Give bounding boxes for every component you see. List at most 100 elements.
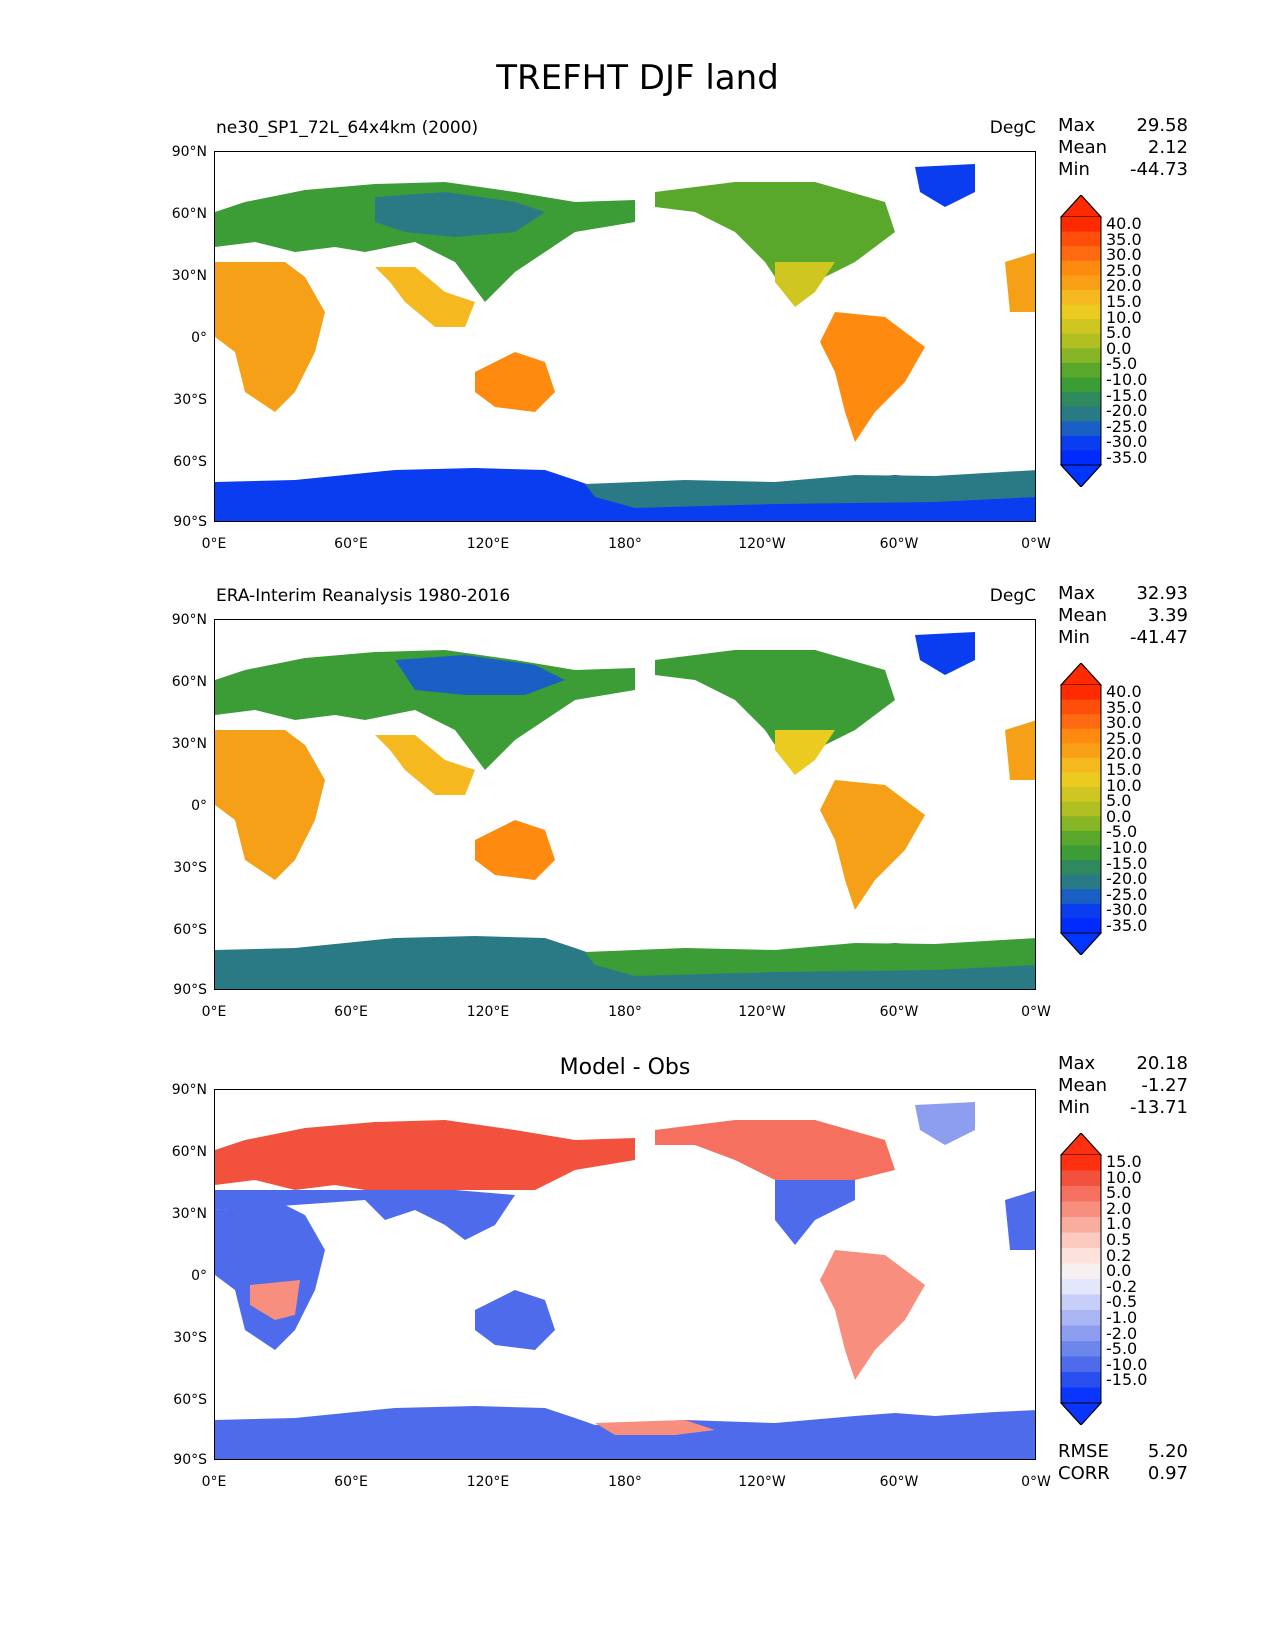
lon-tick: 60°W <box>879 1474 919 1490</box>
colorbar-segment <box>1061 685 1101 701</box>
na-south <box>775 262 835 307</box>
asia-south <box>215 1190 515 1240</box>
colorbar-labels: 15.0 10.0 5.0 2.0 1.0 0.5 0.2 0.0 -0.2 -0.5 -1.0 -2… <box>1106 1154 1147 1388</box>
lat-tick: 0° <box>191 1268 207 1284</box>
colorbar-tick-label: -30.0 <box>1106 900 1148 920</box>
map-svg <box>215 632 1035 989</box>
colorbar-tick-label: -5.0 <box>1106 1339 1138 1359</box>
lat-tick: 90°S <box>173 982 207 998</box>
colorbar-segment <box>1061 217 1101 233</box>
colorbar-segment <box>1061 246 1101 262</box>
lat-tick: 0° <box>191 798 207 814</box>
stat-label: Min <box>1058 1097 1090 1118</box>
stat-label: CORR <box>1058 1463 1110 1484</box>
colorbar-segment <box>1061 1232 1101 1249</box>
colorbar-tick-label: 10.0 <box>1106 775 1142 795</box>
lat-tick: 30°S <box>173 392 207 408</box>
colorbar-tick-label: -35.0 <box>1106 447 1148 467</box>
colorbar-extend-high <box>1059 663 1103 686</box>
lon-tick: 120°W <box>738 536 786 552</box>
colorbar-tick-label: 5.0 <box>1106 323 1132 343</box>
na-south <box>775 730 835 775</box>
colorbar-tick-label: -1.0 <box>1106 1307 1138 1327</box>
stat-value: 5.20 <box>1147 1441 1188 1462</box>
colorbar-tick-label: -20.0 <box>1106 401 1148 421</box>
colorbar-segment <box>1061 333 1101 349</box>
lon-tick: 120°E <box>466 536 510 552</box>
stat-value: -41.47 <box>1129 627 1188 648</box>
colorbar-tick-label: 30.0 <box>1106 713 1142 733</box>
siberia <box>375 192 545 237</box>
lat-tick: 90°S <box>173 1452 207 1468</box>
south-america <box>820 1250 925 1380</box>
colorbar-segment <box>1061 1372 1101 1388</box>
lon-tick: 60°W <box>879 536 919 552</box>
colorbar-tick-label: -0.5 <box>1106 1292 1138 1312</box>
colorbar-tick-label: -10.0 <box>1106 369 1148 389</box>
north-america <box>655 1120 895 1185</box>
colorbar-segment <box>1061 1263 1101 1280</box>
colorbar-segment <box>1061 231 1101 247</box>
lat-tick: 60°N <box>171 674 207 690</box>
map-svg <box>215 1102 1035 1459</box>
lon-tick: 60°E <box>334 1474 368 1490</box>
eurasia <box>215 1120 635 1190</box>
colorbar-tick-label: -15.0 <box>1106 853 1148 873</box>
colorbar <box>1059 195 1103 487</box>
colorbar-segment <box>1061 1201 1101 1218</box>
antarctica-edge <box>585 938 1035 976</box>
west-africa-edge <box>1005 252 1035 312</box>
colorbar-tick-label: 15.0 <box>1106 759 1142 779</box>
figure-title: TREFHT DJF land <box>496 58 779 98</box>
colorbar-segment <box>1061 1248 1101 1264</box>
lon-tick: 0°W <box>1021 536 1051 552</box>
colorbar-tick-label: 15.0 <box>1106 1152 1142 1171</box>
stat-label: Mean <box>1058 137 1108 158</box>
colorbar-segment <box>1061 757 1101 774</box>
lat-tick: 90°N <box>171 612 207 628</box>
colorbar-segment <box>1061 289 1101 306</box>
colorbar-extend-high <box>1059 1133 1103 1156</box>
colorbar-segment <box>1061 304 1101 320</box>
colorbar-segment <box>1061 1170 1101 1187</box>
west-africa-edge <box>1005 720 1035 780</box>
colorbar-segment <box>1061 435 1101 451</box>
lat-tick: 30°N <box>171 1206 207 1222</box>
stat-label: Mean <box>1058 605 1108 626</box>
lat-tick: 90°N <box>171 1082 207 1098</box>
lon-tick: 0°E <box>201 1474 227 1490</box>
stat-value: 3.39 <box>1147 605 1188 626</box>
lat-tick: 0° <box>191 330 207 346</box>
colorbar-tick-label: 10.0 <box>1106 1167 1142 1187</box>
greenland <box>915 632 975 675</box>
colorbar-tick-label: 0.5 <box>1106 1229 1132 1249</box>
colorbar-tick-label: 15.0 <box>1106 291 1142 311</box>
south-america <box>820 780 925 910</box>
colorbar-segment <box>1061 714 1101 730</box>
lon-tick: 180° <box>608 1004 642 1020</box>
stat-value: -13.71 <box>1129 1097 1188 1118</box>
stat-label: Mean <box>1058 1075 1108 1096</box>
lon-tick: 120°W <box>738 1474 786 1490</box>
colorbar-tick-label: 20.0 <box>1106 276 1142 296</box>
africa-south <box>250 1280 300 1320</box>
colorbar-labels: 40.0 35.0 30.0 25.0 20.0 15.0 10.0 5.0 0.0 -5.0 -1… <box>1106 684 1147 934</box>
colorbar-segment <box>1061 450 1101 466</box>
africa <box>215 730 325 880</box>
panel-stats: Max 32.93 Mean 3.39 Min -41.47 <box>1058 583 1188 649</box>
colorbar-tick-label: 40.0 <box>1106 682 1142 701</box>
lon-tick: 0°E <box>201 1004 227 1020</box>
panel-stats: Max 20.18 Mean -1.27 Min -13.71 <box>1058 1053 1188 1119</box>
colorbar-segment <box>1061 275 1101 291</box>
stat-label: Min <box>1058 159 1090 180</box>
colorbar-tick-label: 25.0 <box>1106 260 1142 280</box>
lon-tick: 120°E <box>466 1474 510 1490</box>
continent-fill-obs <box>215 632 1035 989</box>
colorbar-segment <box>1061 1341 1101 1357</box>
colorbar-segment <box>1061 743 1101 759</box>
north-america <box>655 650 895 760</box>
colorbar-segment <box>1061 860 1101 876</box>
west-africa-edge <box>1005 1190 1035 1250</box>
antarctica-edge <box>585 470 1035 508</box>
colorbar-tick-label: -15.0 <box>1106 385 1148 405</box>
